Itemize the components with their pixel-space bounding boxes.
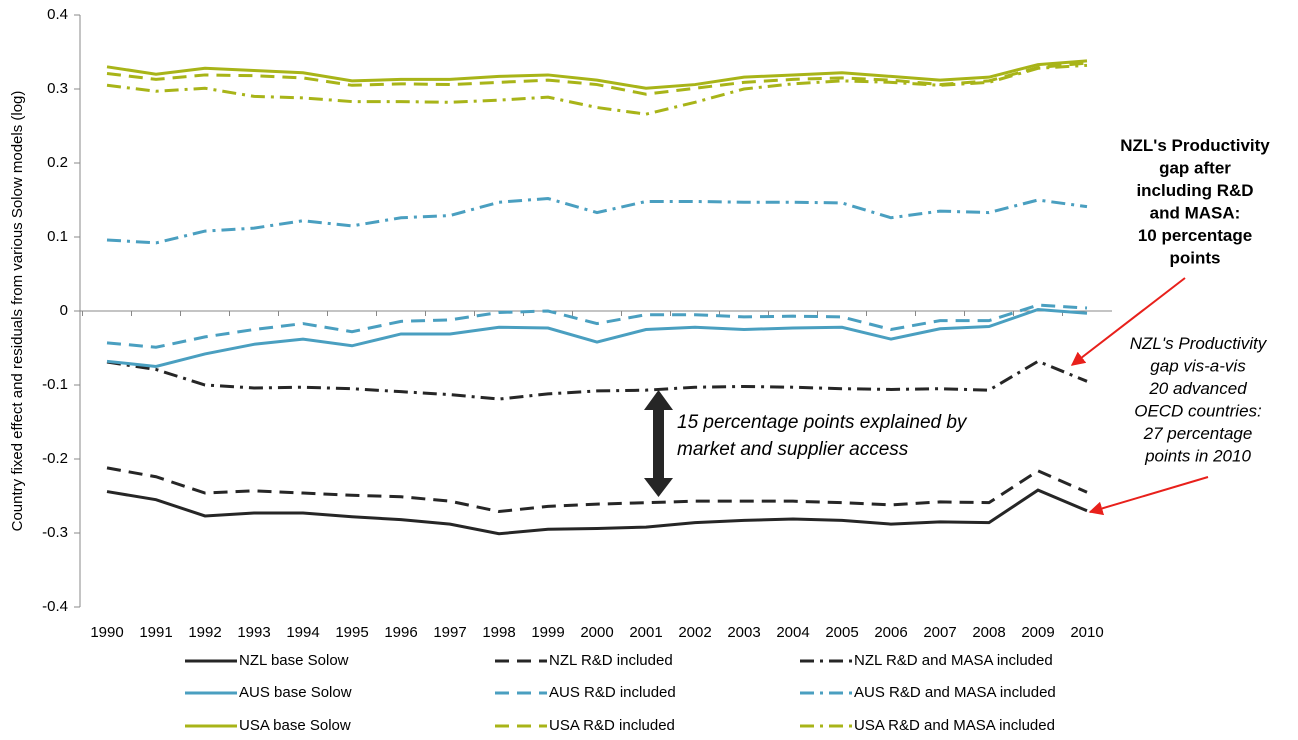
annotation-line: including R&D bbox=[1136, 181, 1253, 200]
y-tick-label: -0.1 bbox=[42, 376, 68, 393]
data-line bbox=[106, 359, 1088, 401]
annotation-line: NZL's Productivity bbox=[1120, 136, 1270, 155]
y-tick-label: 0.4 bbox=[47, 6, 68, 23]
annotation-line: 10 percentage bbox=[1138, 226, 1252, 245]
data-line bbox=[106, 488, 1088, 536]
x-tick-label: 1999 bbox=[531, 624, 564, 641]
y-tick-label: 0.1 bbox=[47, 228, 68, 245]
x-tick-label: 1993 bbox=[237, 624, 270, 641]
data-line bbox=[106, 466, 1088, 514]
annotation-line: OECD countries: bbox=[1134, 402, 1262, 421]
legend-label: USA base Solow bbox=[239, 717, 351, 734]
x-tick-label: 2004 bbox=[776, 624, 809, 641]
annotation-line: 27 percentage bbox=[1143, 424, 1253, 443]
legend-label: NZL R&D included bbox=[549, 652, 673, 669]
x-tick-label: 1991 bbox=[139, 624, 172, 641]
x-tick-label: 2002 bbox=[678, 624, 711, 641]
annotation-line: gap vis-a-vis bbox=[1150, 357, 1246, 376]
x-tick-label: 1998 bbox=[482, 624, 515, 641]
x-tick-label: 1996 bbox=[384, 624, 417, 641]
x-tick-label: 2008 bbox=[972, 624, 1005, 641]
red-arrow bbox=[1070, 277, 1186, 366]
data-line bbox=[106, 197, 1088, 245]
legend-label: AUS R&D and MASA included bbox=[854, 684, 1056, 701]
legend-label: NZL R&D and MASA included bbox=[854, 652, 1053, 669]
y-tick-label: 0 bbox=[60, 302, 68, 319]
y-tick-label: -0.3 bbox=[42, 524, 68, 541]
data-line bbox=[106, 303, 1088, 349]
x-tick-label: 2001 bbox=[629, 624, 662, 641]
legend-label: NZL base Solow bbox=[239, 652, 349, 669]
y-tick-label: -0.2 bbox=[42, 450, 68, 467]
annotation-line: 20 advanced bbox=[1148, 379, 1247, 398]
x-tick-label: 1992 bbox=[188, 624, 221, 641]
y-tick-label: 0.2 bbox=[47, 154, 68, 171]
data-line bbox=[106, 308, 1088, 369]
y-tick-label: -0.4 bbox=[42, 598, 68, 615]
x-tick-label: 1997 bbox=[433, 624, 466, 641]
y-tick-label: 0.3 bbox=[47, 80, 68, 97]
legend-label: AUS base Solow bbox=[239, 684, 352, 701]
x-tick-label: 1995 bbox=[335, 624, 368, 641]
annotation-line: and MASA: bbox=[1150, 204, 1241, 223]
annotation: 15 percentage points explained by market … bbox=[677, 412, 968, 460]
annotation: NZL's Productivity gap after including R&D… bbox=[1120, 136, 1270, 268]
data-line bbox=[106, 59, 1088, 90]
x-tick-label: 2006 bbox=[874, 624, 907, 641]
red-arrow bbox=[1088, 476, 1209, 516]
legend-label: AUS R&D included bbox=[549, 684, 676, 701]
legend-label: USA R&D included bbox=[549, 717, 675, 734]
annotation-line: points bbox=[1170, 249, 1221, 268]
x-tick-label: 1990 bbox=[90, 624, 123, 641]
double-arrow bbox=[644, 390, 673, 497]
x-tick-label: 2005 bbox=[825, 624, 858, 641]
y-axis-label: Country fixed effect and residuals from … bbox=[9, 91, 26, 532]
legend-label: USA R&D and MASA included bbox=[854, 717, 1055, 734]
x-tick-label: 2010 bbox=[1070, 624, 1103, 641]
annotation-line: gap after bbox=[1159, 159, 1231, 178]
x-tick-label: 2007 bbox=[923, 624, 956, 641]
annotation-line: 15 percentage points explained by bbox=[677, 412, 968, 433]
annotation-line: NZL's Productivity bbox=[1130, 334, 1268, 353]
x-tick-label: 2003 bbox=[727, 624, 760, 641]
x-tick-label: 2009 bbox=[1021, 624, 1054, 641]
x-tick-label: 1994 bbox=[286, 624, 319, 641]
x-tick-label: 2000 bbox=[580, 624, 613, 641]
annotation-line: points in 2010 bbox=[1144, 447, 1251, 466]
annotation-line: market and supplier access bbox=[677, 439, 909, 460]
data-line bbox=[106, 63, 1088, 116]
annotation: NZL's Productivity gap vis-a-vis 20 advanc… bbox=[1130, 334, 1268, 466]
